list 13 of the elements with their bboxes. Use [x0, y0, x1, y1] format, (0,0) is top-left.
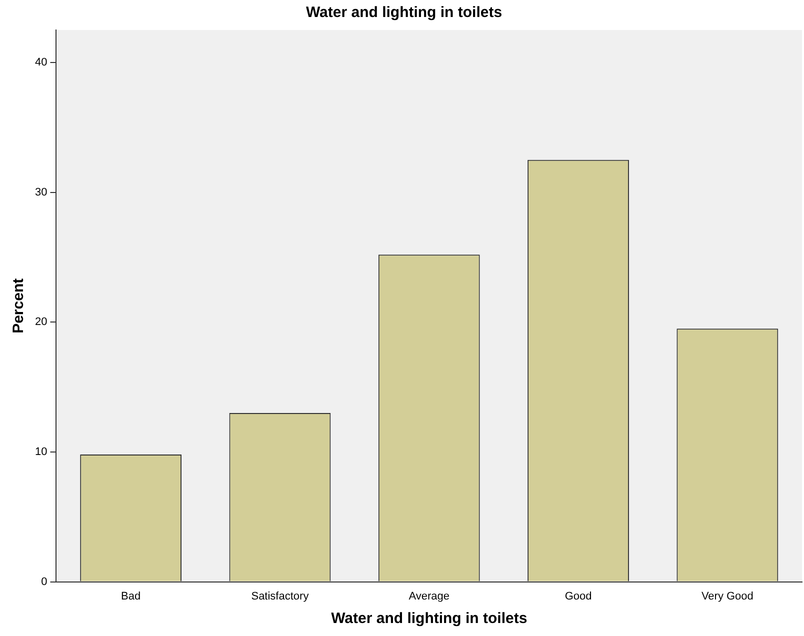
x-tick-label: Average [408, 590, 450, 602]
x-tick-label: Very Good [701, 590, 754, 602]
y-tick-label: 20 [34, 316, 48, 328]
x-tick-label: Bad [121, 590, 141, 602]
x-tick-label: Good [564, 590, 592, 602]
y-tick-label: 40 [34, 56, 48, 68]
x-tick-label: Satisfactory [251, 590, 310, 602]
x-axis-title: Water and lighting in toilets [331, 610, 528, 628]
y-tick-label: 10 [34, 446, 48, 458]
chart-title: Water and lighting in toilets [306, 4, 502, 22]
y-axis-title: Percent [10, 278, 28, 334]
y-tick-label: 30 [34, 186, 48, 198]
y-tick-label: 0 [41, 576, 48, 588]
